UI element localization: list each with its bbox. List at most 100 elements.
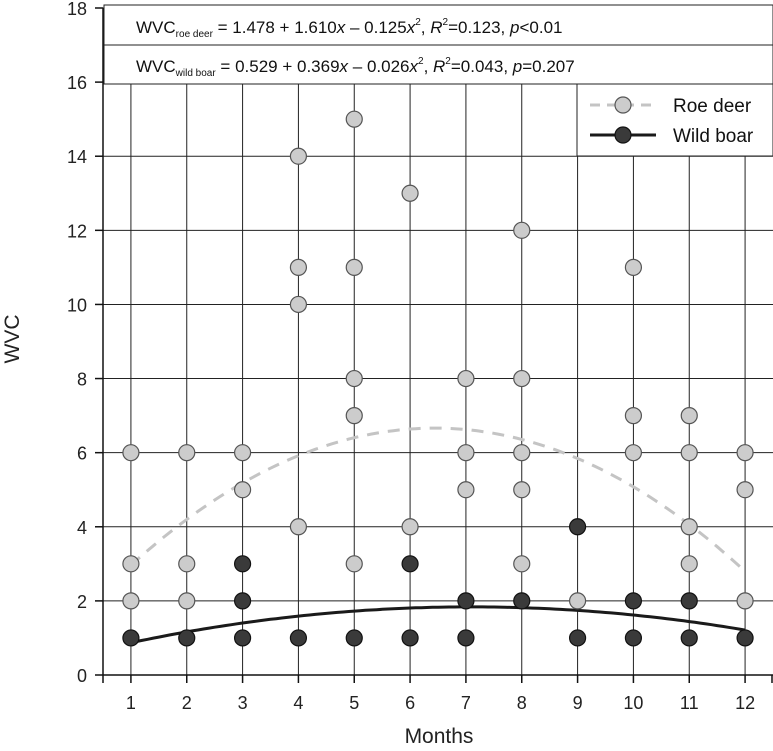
roe-deer-point — [624, 444, 643, 462]
roe-deer-point — [233, 444, 252, 462]
roe-deer-point — [457, 444, 475, 462]
x-tick-label-12: 12 — [735, 693, 755, 713]
roe-deer-point — [122, 592, 140, 610]
roe-deer-point — [289, 258, 308, 276]
wild-boar-point — [736, 629, 754, 647]
roe-deer-point — [736, 481, 754, 499]
eq-roe-r: R — [430, 18, 442, 37]
x-tick-label-9: 9 — [573, 693, 583, 713]
eq-roe-p-val: <0.01 — [519, 18, 562, 37]
x-tick-label-8: 8 — [517, 693, 527, 713]
wild-boar-point — [513, 592, 531, 610]
x-tick-label-7: 7 — [461, 693, 471, 713]
x-tick-label-10: 10 — [623, 693, 643, 713]
eq-roe-sup: 2 — [415, 17, 421, 28]
roe-deer-point — [289, 147, 308, 165]
roe-deer-point — [289, 295, 308, 314]
roe-deer-point — [624, 258, 643, 276]
eq-boar-subscript: wild boar — [175, 68, 217, 79]
y-tick-label-2: 2 — [77, 592, 87, 612]
legend: Roe deer Wild boar — [576, 83, 773, 157]
roe-deer-point — [680, 444, 698, 462]
wild-boar-fit-line — [130, 605, 746, 645]
roe-deer-point — [345, 555, 363, 573]
wild-boar-point — [233, 555, 252, 573]
x-tick-label-3: 3 — [238, 693, 248, 713]
roe-deer-point — [736, 444, 754, 462]
eq-roe-x2: x — [406, 18, 416, 37]
fit-lines — [129, 426, 747, 645]
eq-boar-sup: 2 — [418, 56, 424, 67]
roe-deer-point — [122, 555, 140, 573]
roe-deer-point — [345, 369, 363, 388]
wild-boar-point — [457, 592, 475, 610]
eq-roe-comma: , — [421, 18, 430, 37]
roe-deer-point — [457, 481, 475, 499]
wild-boar-point — [568, 629, 587, 647]
roe-deer-point — [401, 184, 419, 202]
eq-roe-prefix: WVC — [136, 18, 176, 37]
eq-roe-subscript: roe deer — [176, 29, 214, 40]
y-axis-title: WVC — [1, 315, 24, 364]
y-tick-label-14: 14 — [67, 147, 87, 167]
y-tick-label-6: 6 — [77, 444, 87, 464]
y-tick-label-0: 0 — [77, 666, 87, 686]
wild-boar-point — [233, 629, 252, 647]
roe-deer-point — [736, 592, 754, 610]
eq-boar-p: p — [512, 57, 522, 76]
roe-deer-point — [345, 407, 363, 425]
wild-boar-point — [233, 592, 252, 610]
eq-boar-body: = 0.529 + 0.369 — [216, 57, 340, 76]
eq-boar-x: x — [339, 57, 349, 76]
roe-deer-point — [345, 258, 363, 276]
eq-roe-r-sup: 2 — [443, 17, 449, 28]
wild-boar-point — [680, 592, 698, 610]
roe-deer-point — [401, 518, 419, 536]
roe-deer-point — [568, 592, 587, 610]
legend-wild-boar-marker — [614, 126, 632, 144]
wild-boar-point — [624, 629, 643, 647]
eq-boar-r-sup: 2 — [445, 56, 451, 67]
x-tick-label-5: 5 — [349, 693, 359, 713]
x-tick-label-11: 11 — [680, 693, 699, 713]
x-axis-title: Months — [405, 725, 474, 748]
wild-boar-point — [178, 629, 196, 647]
wild-boar-point — [457, 629, 475, 647]
roe-deer-point — [680, 555, 698, 573]
wild-boar-point — [289, 629, 308, 647]
eq-roe-body: = 1.478 + 1.610 — [213, 18, 337, 37]
roe-deer-point — [233, 481, 252, 499]
wild-boar-point — [680, 629, 698, 647]
eq-boar-r-val: =0.043, — [451, 57, 513, 76]
roe-deer-point — [680, 518, 698, 536]
legend-roe-deer-label: Roe deer — [673, 96, 752, 117]
legend-roe-deer-marker — [614, 96, 632, 114]
roe-deer-point — [178, 444, 196, 462]
roe-deer-point — [513, 481, 531, 499]
roe-deer-point — [513, 369, 531, 388]
wild-boar-point — [122, 629, 140, 647]
y-tick-label-10: 10 — [67, 295, 87, 315]
roe-deer-point — [345, 110, 363, 128]
y-tick-label-16: 16 — [67, 73, 87, 93]
wild-boar-point — [624, 592, 643, 610]
wild-boar-point — [401, 555, 419, 573]
roe-deer-point — [122, 444, 140, 462]
x-tick-label-2: 2 — [182, 693, 192, 713]
eq-roe-r-val: =0.123, — [448, 18, 510, 37]
x-tick-label-4: 4 — [293, 693, 303, 713]
eq-roe-mid: – 0.125 — [345, 18, 406, 37]
roe-deer-point — [289, 518, 308, 536]
roe-deer-point — [178, 592, 196, 610]
wild-boar-point — [345, 629, 363, 647]
legend-wild-boar-label: Wild boar — [673, 126, 754, 147]
eq-boar-x2: x — [409, 57, 419, 76]
data-points — [122, 110, 754, 647]
y-tick-label-12: 12 — [67, 221, 87, 241]
equation-box: WVCroe deer = 1.478 + 1.610x – 0.125x2, … — [103, 4, 773, 85]
equation-wild-boar: WVCwild boar = 0.529 + 0.369x – 0.026x2,… — [136, 56, 575, 79]
eq-boar-mid: – 0.026 — [348, 57, 409, 76]
roe-deer-point — [457, 369, 475, 388]
